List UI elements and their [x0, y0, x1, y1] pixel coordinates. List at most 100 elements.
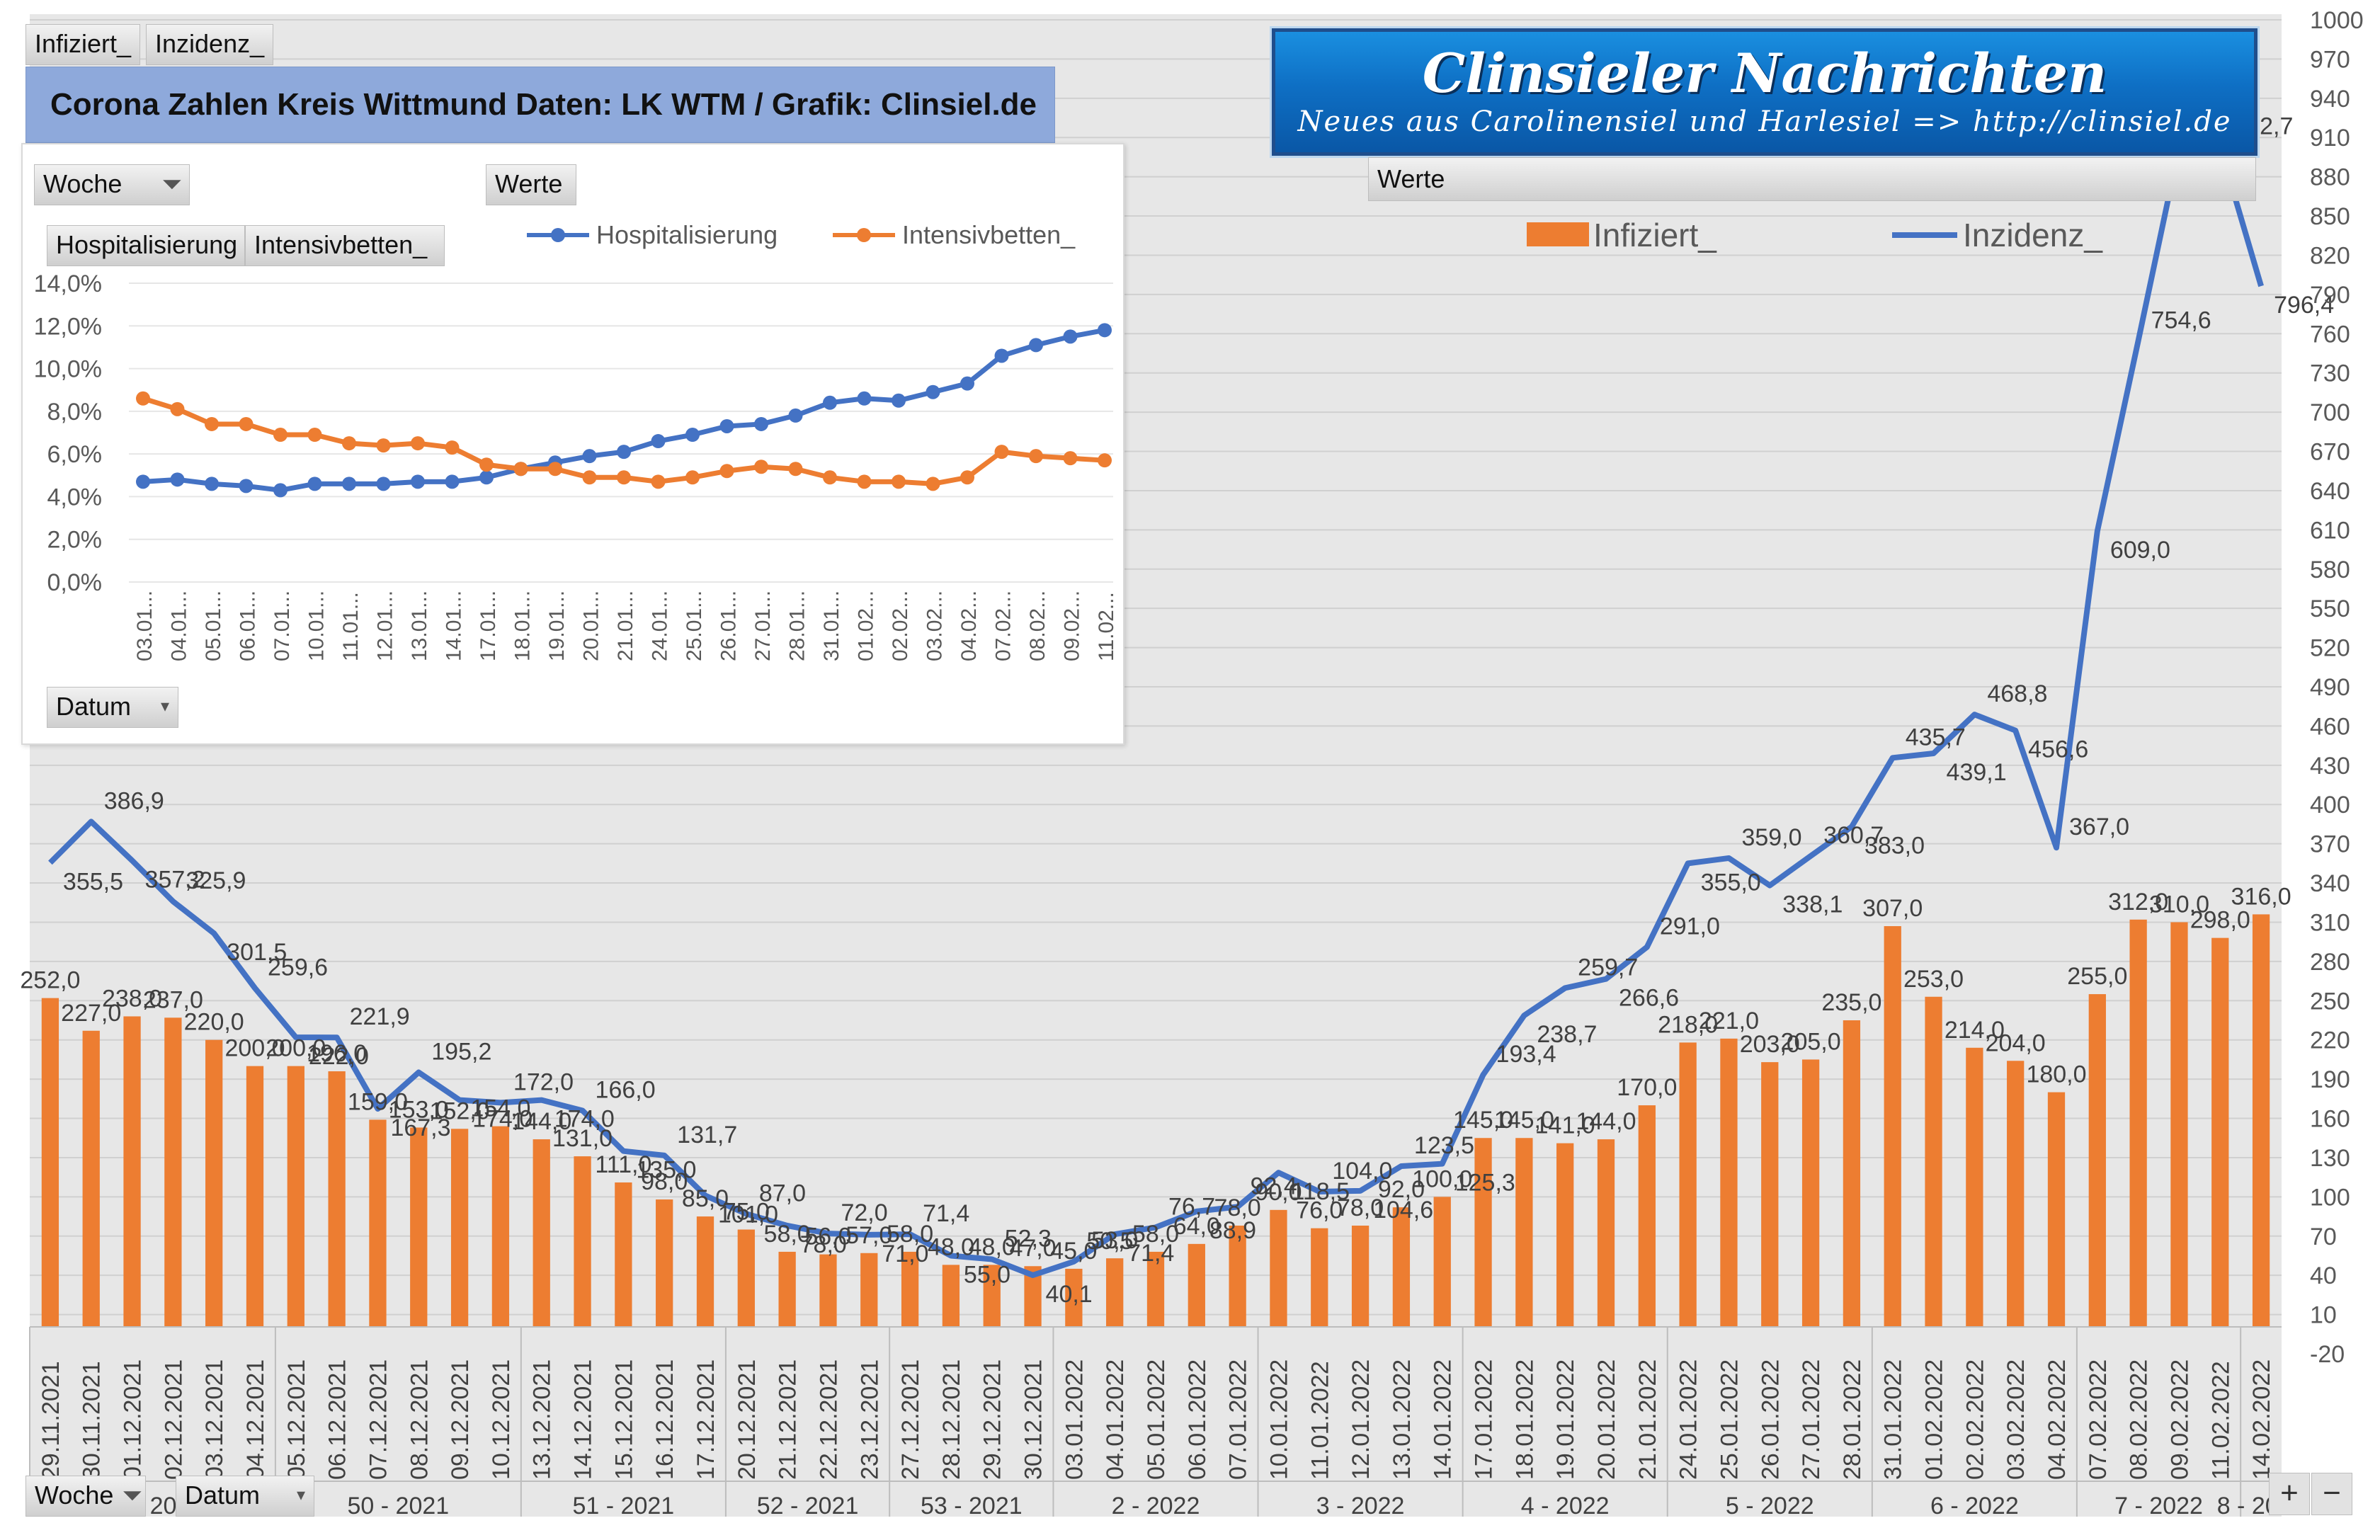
x-tick-label: 17.01.2022 [1471, 1359, 1498, 1480]
inset-woche-label: Woche [43, 169, 123, 198]
inset-marker [548, 462, 562, 477]
x-tick-label: 29.12.2021 [979, 1359, 1006, 1480]
inset-field-hospitalisierung[interactable]: Hospitalisierung [47, 225, 245, 266]
inset-x-axis: 03.01... 04.01... 05.01... 06.01... 07.01...… [133, 591, 1118, 661]
bar-infiziert [164, 1017, 182, 1328]
inset-marker [273, 483, 287, 498]
bar-data-label: 180,0 [2026, 1061, 2086, 1088]
week-group-label: 4 - 2022 [1521, 1493, 1610, 1519]
bar-data-label: 98,0 [641, 1168, 688, 1195]
zoom-in-button[interactable]: + [2269, 1473, 2310, 1515]
line-data-label: 40,1 [1046, 1281, 1093, 1308]
bar-data-label: 154,0 [470, 1095, 530, 1122]
bar-data-label: 47,0 [1009, 1235, 1056, 1262]
bar-infiziert [1597, 1139, 1615, 1328]
bar-data-label: 200,0 [224, 1035, 285, 1062]
x-tick-label: 18.01.2022 [1511, 1359, 1538, 1480]
week-group-label: 51 - 2021 [573, 1493, 675, 1519]
line-data-label: 166,0 [596, 1076, 656, 1103]
bar-infiziert [369, 1119, 387, 1328]
inset-datum-button[interactable]: Datum ▾ [47, 687, 178, 728]
bar-data-label: 78,0 [1337, 1194, 1384, 1221]
inset-y-tick-label: 12,0% [34, 313, 102, 340]
bar-infiziert [450, 1129, 469, 1328]
inset-field-intensivbetten[interactable]: Intensivbetten_ [245, 225, 445, 266]
bar-data-label: 196,0 [307, 1040, 367, 1067]
line-data-label: 55,0 [964, 1261, 1010, 1288]
inset-marker [926, 477, 940, 491]
field-button-infiziert[interactable]: Infiziert_ [25, 24, 141, 65]
x-tick-label: 23.12.2021 [856, 1359, 883, 1480]
inset-marker [376, 477, 391, 491]
bar-data-label: 90,0 [1255, 1179, 1302, 1206]
x-tick-label: 29.11.2021 [38, 1361, 64, 1480]
inset-marker [479, 457, 494, 472]
logo-title: Clinsieler Nachrichten [1422, 42, 2107, 105]
bar-data-label: 145,0 [1453, 1107, 1513, 1134]
inset-marker [136, 391, 150, 406]
line-data-label: 101,0 [718, 1202, 778, 1228]
inset-x-tick-label: 03.01... [133, 591, 156, 661]
page-title: Corona Zahlen Kreis Wittmund Daten: LK W… [25, 67, 1055, 143]
inset-marker [754, 460, 768, 474]
line-data-label: 259,7 [1578, 954, 1638, 981]
line-data-label: 118,5 [1291, 1178, 1350, 1205]
field-button-inzidenz[interactable]: Inzidenz_ [146, 24, 274, 65]
line-data-label: 76,7 [1168, 1193, 1215, 1220]
x-tick-label: 14.02.2022 [2248, 1359, 2275, 1480]
x-tick-label: 30.12.2021 [1020, 1359, 1047, 1480]
y-tick-label: 370 [2310, 831, 2350, 858]
line-data-label: 104,0 [1332, 1158, 1392, 1185]
datum-filter-button[interactable]: Datum ▾ [176, 1476, 314, 1517]
bar-infiziert [246, 1066, 264, 1328]
inset-marker [617, 445, 631, 460]
y-tick-label: 760 [2310, 321, 2350, 348]
y-tick-label: 1000 [2310, 7, 2364, 34]
inset-marker [994, 445, 1009, 460]
logo-subtitle: Neues aus Carolinensiel und Harlesiel =>… [1297, 105, 2232, 138]
bar-data-label: 58,0 [887, 1221, 933, 1248]
bar-infiziert [410, 1127, 428, 1328]
inset-x-tick-label: 21.01... [614, 591, 637, 661]
inset-marker [651, 474, 666, 489]
line-data-label: 238,7 [1537, 1021, 1597, 1048]
inset-y-tick-label: 4,0% [47, 484, 103, 511]
week-group-label: 2 - 2022 [1112, 1493, 1200, 1519]
werte-field-button[interactable]: Werte [1368, 157, 2256, 201]
inset-x-tick-label: 07.01... [271, 591, 294, 661]
inset-marker [445, 440, 460, 455]
inset-marker [307, 477, 322, 491]
inset-werte-button[interactable]: Werte [486, 164, 576, 205]
woche-filter-button[interactable]: Woche ⏷ [25, 1476, 146, 1517]
x-tick-label: 31.01.2022 [1880, 1359, 1907, 1480]
bar-infiziert [1966, 1047, 1983, 1328]
inset-marker [1029, 449, 1043, 464]
bar-infiziert [983, 1265, 1001, 1328]
y-tick-label: 130 [2310, 1145, 2350, 1172]
x-tick-label: 09.12.2021 [447, 1359, 474, 1480]
x-tick-label: 26.01.2022 [1757, 1359, 1784, 1480]
x-tick-label: 05.01.2022 [1143, 1359, 1170, 1480]
inset-marker [788, 462, 803, 477]
y-tick-label: 40 [2310, 1262, 2337, 1289]
legend-label-inzidenz: Inzidenz_ [1963, 217, 2103, 253]
zoom-out-button[interactable]: − [2311, 1473, 2352, 1515]
x-tick-label: 05.12.2021 [283, 1359, 310, 1480]
y-tick-label: 580 [2310, 557, 2350, 583]
inset-y-tick-label: 6,0% [47, 441, 103, 468]
line-data-label: 135,0 [636, 1157, 696, 1184]
inset-x-tick-label: 10.01... [305, 591, 329, 661]
inset-x-tick-label: 01.02... [855, 591, 878, 661]
line-data-label: 123,5 [1414, 1132, 1474, 1159]
line-data-label: 259,6 [268, 954, 328, 981]
bar-infiziert [1843, 1020, 1861, 1328]
y-tick-label: 520 [2310, 635, 2350, 662]
inset-marker [342, 477, 356, 491]
bar-infiziert [2129, 919, 2147, 1328]
inset-marker [582, 470, 597, 485]
y-tick-label: 280 [2310, 949, 2350, 976]
inset-woche-filter-button[interactable]: Woche ⏷ [34, 164, 190, 205]
y-tick-label: 730 [2310, 360, 2350, 387]
line-data-label: 325,9 [186, 867, 246, 894]
